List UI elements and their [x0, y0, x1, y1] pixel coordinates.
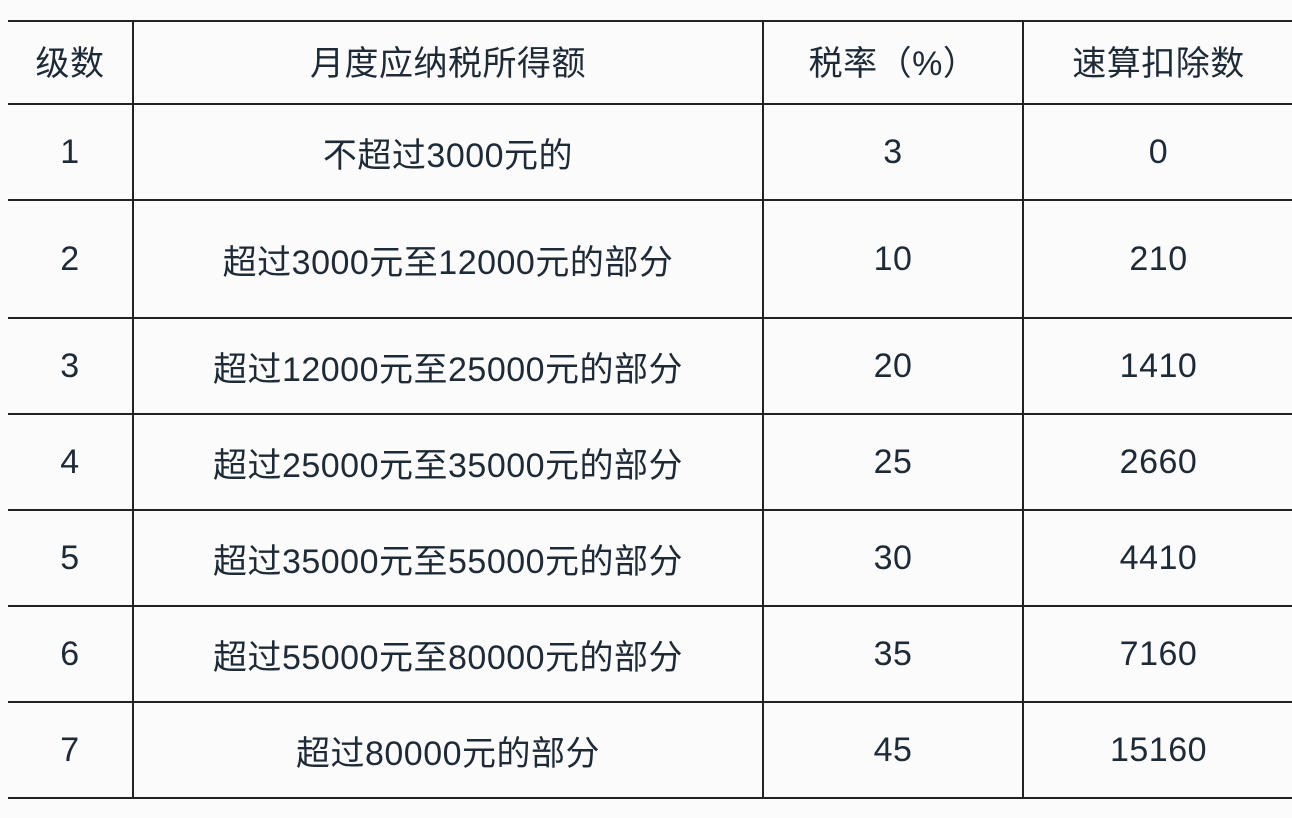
cell-rate: 35 [763, 606, 1023, 702]
cell-level: 3 [8, 318, 133, 414]
table-row: 2 超过3000元至12000元的部分 10 210 [8, 200, 1292, 318]
cell-income: 超过35000元至55000元的部分 [133, 510, 763, 606]
table-row: 1 不超过3000元的 3 0 [8, 104, 1292, 200]
cell-deduct: 0 [1023, 104, 1292, 200]
page-wrap: 级数 月度应纳税所得额 税率（%） 速算扣除数 1 不超过3000元的 3 0 … [0, 0, 1292, 818]
table-row: 4 超过25000元至35000元的部分 25 2660 [8, 414, 1292, 510]
tax-table: 级数 月度应纳税所得额 税率（%） 速算扣除数 1 不超过3000元的 3 0 … [8, 20, 1292, 799]
cell-rate: 45 [763, 702, 1023, 798]
table-body: 1 不超过3000元的 3 0 2 超过3000元至12000元的部分 10 2… [8, 104, 1292, 798]
cell-level: 6 [8, 606, 133, 702]
table-header-row: 级数 月度应纳税所得额 税率（%） 速算扣除数 [8, 21, 1292, 104]
cell-rate: 30 [763, 510, 1023, 606]
table-row: 3 超过12000元至25000元的部分 20 1410 [8, 318, 1292, 414]
col-header-income: 月度应纳税所得额 [133, 21, 763, 104]
cell-level: 5 [8, 510, 133, 606]
table-row: 6 超过55000元至80000元的部分 35 7160 [8, 606, 1292, 702]
col-header-rate: 税率（%） [763, 21, 1023, 104]
cell-income: 超过80000元的部分 [133, 702, 763, 798]
cell-deduct: 7160 [1023, 606, 1292, 702]
table-header: 级数 月度应纳税所得额 税率（%） 速算扣除数 [8, 21, 1292, 104]
cell-deduct: 210 [1023, 200, 1292, 318]
cell-level: 7 [8, 702, 133, 798]
cell-deduct: 2660 [1023, 414, 1292, 510]
cell-income: 超过3000元至12000元的部分 [133, 200, 763, 318]
cell-deduct: 4410 [1023, 510, 1292, 606]
cell-level: 2 [8, 200, 133, 318]
cell-income: 超过25000元至35000元的部分 [133, 414, 763, 510]
cell-rate: 20 [763, 318, 1023, 414]
cell-rate: 3 [763, 104, 1023, 200]
cell-level: 1 [8, 104, 133, 200]
cell-deduct: 1410 [1023, 318, 1292, 414]
cell-rate: 10 [763, 200, 1023, 318]
cell-income: 超过12000元至25000元的部分 [133, 318, 763, 414]
cell-rate: 25 [763, 414, 1023, 510]
cell-deduct: 15160 [1023, 702, 1292, 798]
cell-income: 不超过3000元的 [133, 104, 763, 200]
col-header-level: 级数 [8, 21, 133, 104]
cell-level: 4 [8, 414, 133, 510]
table-row: 5 超过35000元至55000元的部分 30 4410 [8, 510, 1292, 606]
cell-income: 超过55000元至80000元的部分 [133, 606, 763, 702]
col-header-deduct: 速算扣除数 [1023, 21, 1292, 104]
table-row: 7 超过80000元的部分 45 15160 [8, 702, 1292, 798]
